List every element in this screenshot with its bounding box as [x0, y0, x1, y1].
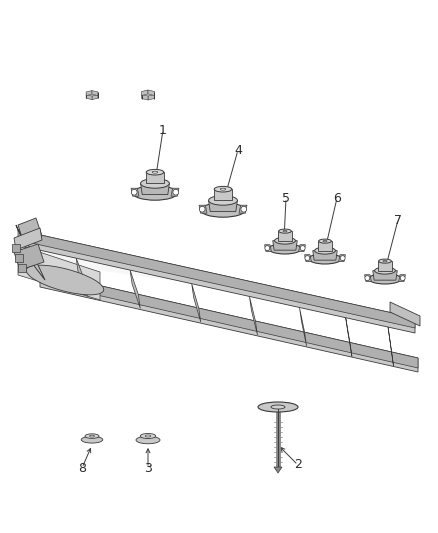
Text: 1: 1	[159, 124, 167, 136]
Text: 5: 5	[282, 191, 290, 205]
Polygon shape	[18, 218, 42, 244]
Polygon shape	[214, 189, 232, 200]
Ellipse shape	[369, 273, 401, 284]
Ellipse shape	[140, 433, 156, 439]
Ellipse shape	[26, 265, 104, 295]
Ellipse shape	[136, 436, 160, 444]
Ellipse shape	[85, 434, 99, 438]
Polygon shape	[199, 205, 207, 213]
Polygon shape	[313, 251, 337, 260]
Polygon shape	[274, 467, 282, 473]
Polygon shape	[35, 248, 418, 333]
Ellipse shape	[89, 435, 95, 437]
Polygon shape	[131, 188, 139, 196]
Circle shape	[300, 246, 305, 251]
Polygon shape	[40, 272, 418, 368]
Polygon shape	[300, 308, 307, 346]
Polygon shape	[18, 245, 100, 300]
Polygon shape	[148, 94, 155, 100]
Ellipse shape	[275, 237, 295, 244]
Text: 3: 3	[144, 462, 152, 474]
Polygon shape	[148, 90, 155, 95]
Polygon shape	[299, 245, 305, 252]
Polygon shape	[250, 296, 258, 335]
Ellipse shape	[152, 171, 158, 173]
Polygon shape	[346, 318, 352, 357]
Ellipse shape	[133, 186, 177, 200]
Ellipse shape	[283, 230, 287, 232]
Ellipse shape	[309, 254, 341, 264]
Polygon shape	[40, 272, 418, 372]
Ellipse shape	[214, 187, 232, 192]
Circle shape	[305, 256, 310, 261]
Ellipse shape	[258, 402, 298, 412]
Polygon shape	[92, 95, 98, 100]
Polygon shape	[141, 90, 148, 95]
Polygon shape	[130, 270, 140, 309]
Polygon shape	[141, 94, 148, 100]
Ellipse shape	[146, 169, 164, 175]
Polygon shape	[239, 205, 247, 213]
Polygon shape	[364, 274, 371, 281]
Ellipse shape	[318, 239, 332, 243]
Text: 7: 7	[394, 214, 402, 227]
Polygon shape	[399, 274, 406, 281]
Ellipse shape	[374, 267, 396, 274]
Polygon shape	[86, 95, 92, 100]
Polygon shape	[378, 261, 392, 271]
Polygon shape	[318, 241, 332, 251]
Circle shape	[365, 276, 370, 280]
Text: 6: 6	[333, 191, 341, 205]
Polygon shape	[18, 264, 26, 272]
Polygon shape	[18, 230, 415, 328]
Polygon shape	[192, 284, 201, 322]
Polygon shape	[171, 188, 179, 196]
Ellipse shape	[271, 405, 285, 409]
Text: 2: 2	[294, 458, 302, 472]
Polygon shape	[12, 244, 20, 252]
Circle shape	[400, 276, 405, 280]
Polygon shape	[14, 228, 42, 250]
Polygon shape	[339, 255, 346, 262]
Polygon shape	[146, 172, 164, 183]
Ellipse shape	[81, 437, 103, 443]
Polygon shape	[14, 244, 44, 270]
Circle shape	[173, 189, 179, 195]
Circle shape	[265, 246, 270, 251]
Polygon shape	[18, 230, 415, 333]
Circle shape	[131, 189, 137, 195]
Text: 8: 8	[78, 462, 86, 474]
Polygon shape	[86, 91, 92, 95]
Ellipse shape	[269, 244, 301, 254]
Circle shape	[340, 256, 345, 261]
Polygon shape	[92, 91, 98, 95]
Polygon shape	[373, 271, 397, 280]
Polygon shape	[278, 231, 293, 240]
Polygon shape	[265, 245, 272, 252]
Ellipse shape	[323, 240, 327, 242]
Ellipse shape	[220, 188, 226, 190]
Text: 4: 4	[234, 143, 242, 157]
Polygon shape	[15, 254, 23, 262]
Polygon shape	[141, 183, 170, 195]
Ellipse shape	[145, 435, 151, 437]
Circle shape	[241, 206, 247, 212]
Ellipse shape	[201, 203, 245, 217]
Ellipse shape	[208, 196, 237, 205]
Polygon shape	[304, 255, 311, 262]
Ellipse shape	[378, 259, 392, 263]
Polygon shape	[390, 302, 420, 326]
Ellipse shape	[141, 179, 170, 188]
Polygon shape	[16, 225, 45, 280]
Polygon shape	[208, 200, 237, 212]
Polygon shape	[76, 258, 87, 296]
Polygon shape	[388, 327, 393, 366]
Polygon shape	[273, 240, 297, 250]
Ellipse shape	[383, 261, 387, 262]
Ellipse shape	[314, 247, 336, 254]
Ellipse shape	[279, 229, 291, 233]
Circle shape	[199, 206, 205, 212]
